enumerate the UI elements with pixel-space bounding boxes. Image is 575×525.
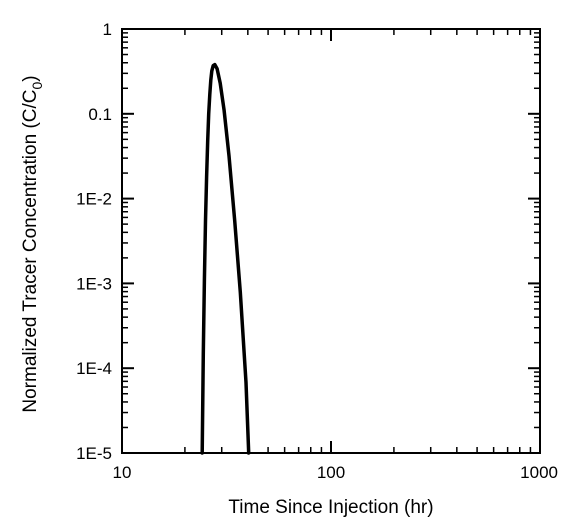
y-tick-label: 1E-5 <box>76 444 112 463</box>
tick-labels: 10 100 1000 1 0.1 1E-2 1E-3 1E-4 1E-5 <box>76 20 558 482</box>
series-layer <box>200 62 251 455</box>
y-axis-title-subscript: 0 <box>29 82 45 90</box>
y-tick-label: 1E-2 <box>76 190 112 209</box>
y-tick-label: 1 <box>103 20 112 39</box>
y-axis-title-main: Normalized Tracer Concentration (C/C <box>20 90 41 413</box>
x-tick-label: 1000 <box>520 463 558 482</box>
x-tick-label: 100 <box>317 463 345 482</box>
y-tick-label: 1E-3 <box>76 274 112 293</box>
major-ticks <box>121 28 541 454</box>
y-axis-title: Normalized Tracer Concentration (C/C0) <box>20 75 45 412</box>
y-tick-label: 1E-4 <box>76 359 112 378</box>
x-tick-label: 10 <box>113 463 132 482</box>
x-axis-title: Time Since Injection (hr) <box>228 497 433 518</box>
plot-frame <box>121 28 541 454</box>
y-tick-label: 0.1 <box>88 105 112 124</box>
concentration-curve <box>200 62 251 455</box>
y-axis-title-close: ) <box>20 75 41 81</box>
minor-ticks <box>122 29 540 453</box>
